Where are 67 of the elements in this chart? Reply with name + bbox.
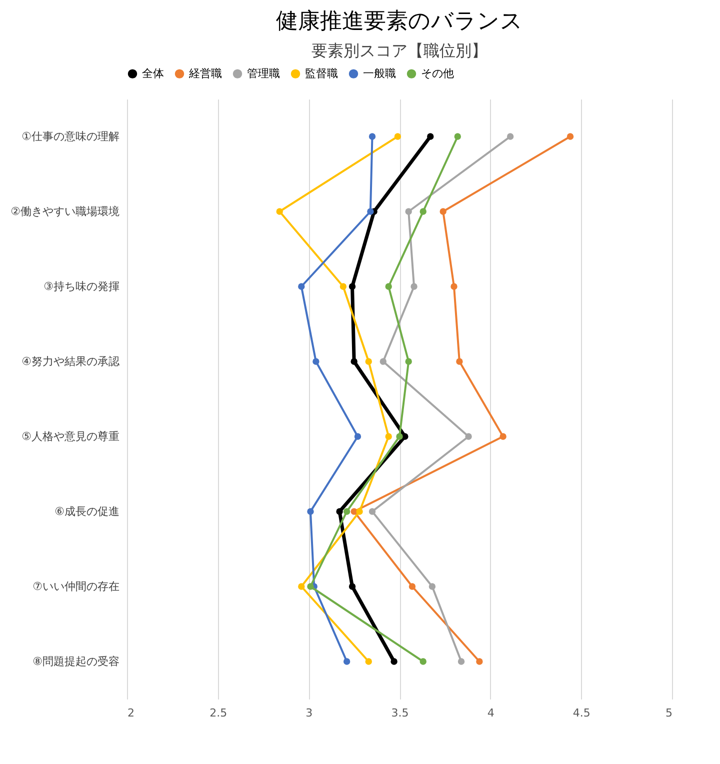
point <box>365 658 372 665</box>
x-tick-label: 5 <box>666 706 672 720</box>
legend-label: その他 <box>421 66 454 80</box>
point <box>427 133 434 140</box>
legend-label: 管理職 <box>247 66 280 80</box>
point <box>298 283 305 290</box>
y-tick-label: ⑥成長の促進 <box>54 505 120 518</box>
point <box>420 208 426 215</box>
x-tick-label: 3.5 <box>391 706 409 720</box>
chart-title: 健康推進要素のバランス <box>276 9 523 34</box>
point <box>312 358 320 365</box>
point <box>343 658 350 665</box>
y-tick-label: ②働きやすい職場環境 <box>10 205 120 218</box>
point <box>336 508 343 515</box>
point <box>465 433 472 440</box>
point <box>450 283 458 290</box>
point <box>408 583 416 590</box>
point <box>456 358 463 365</box>
point <box>354 433 362 440</box>
y-tick-label: ①仕事の意味の理解 <box>22 130 120 143</box>
point <box>380 358 387 365</box>
point <box>476 658 483 665</box>
point <box>356 508 363 515</box>
point <box>440 208 446 215</box>
point <box>368 133 376 140</box>
point <box>343 508 350 515</box>
point <box>454 133 461 140</box>
point <box>348 283 356 290</box>
x-tick-label: 4.5 <box>572 706 590 720</box>
point <box>506 133 514 140</box>
point <box>340 283 347 290</box>
point <box>458 658 465 665</box>
chart-subtitle: 要素別スコア【職位別】 <box>312 41 488 60</box>
point <box>307 508 314 515</box>
point <box>405 358 412 365</box>
x-tick-label: 2 <box>128 706 134 720</box>
legend-label: 監督職 <box>305 66 338 80</box>
point <box>390 658 398 665</box>
legend-label: 全体 <box>142 66 164 80</box>
point <box>307 583 314 590</box>
x-tick-label: 2.5 <box>210 706 228 720</box>
point <box>350 358 358 365</box>
point <box>298 583 305 590</box>
point <box>365 358 372 365</box>
y-tick-label: ⑤人格や意見の尊重 <box>22 430 120 443</box>
y-tick-label: ⑧問題提起の受容 <box>32 655 120 668</box>
point <box>500 433 506 440</box>
point <box>367 208 374 215</box>
point <box>405 208 412 215</box>
y-tick-label: ④努力や結果の承認 <box>22 355 120 368</box>
point <box>394 133 402 140</box>
legend-label: 経営職 <box>188 66 222 80</box>
point <box>566 133 574 140</box>
point <box>368 508 376 515</box>
y-tick-label: ③持ち味の発揮 <box>44 280 120 293</box>
point <box>348 583 356 590</box>
x-tick-label: 4 <box>487 706 494 720</box>
y-tick-label: ⑦いい仲間の存在 <box>32 580 120 593</box>
point <box>276 208 283 215</box>
point <box>420 658 426 665</box>
point <box>396 433 403 440</box>
legend-label: 一般職 <box>363 66 396 80</box>
point <box>385 433 392 440</box>
point <box>410 283 418 290</box>
x-tick-label: 3 <box>306 706 313 720</box>
point <box>428 583 436 590</box>
point <box>385 283 392 290</box>
